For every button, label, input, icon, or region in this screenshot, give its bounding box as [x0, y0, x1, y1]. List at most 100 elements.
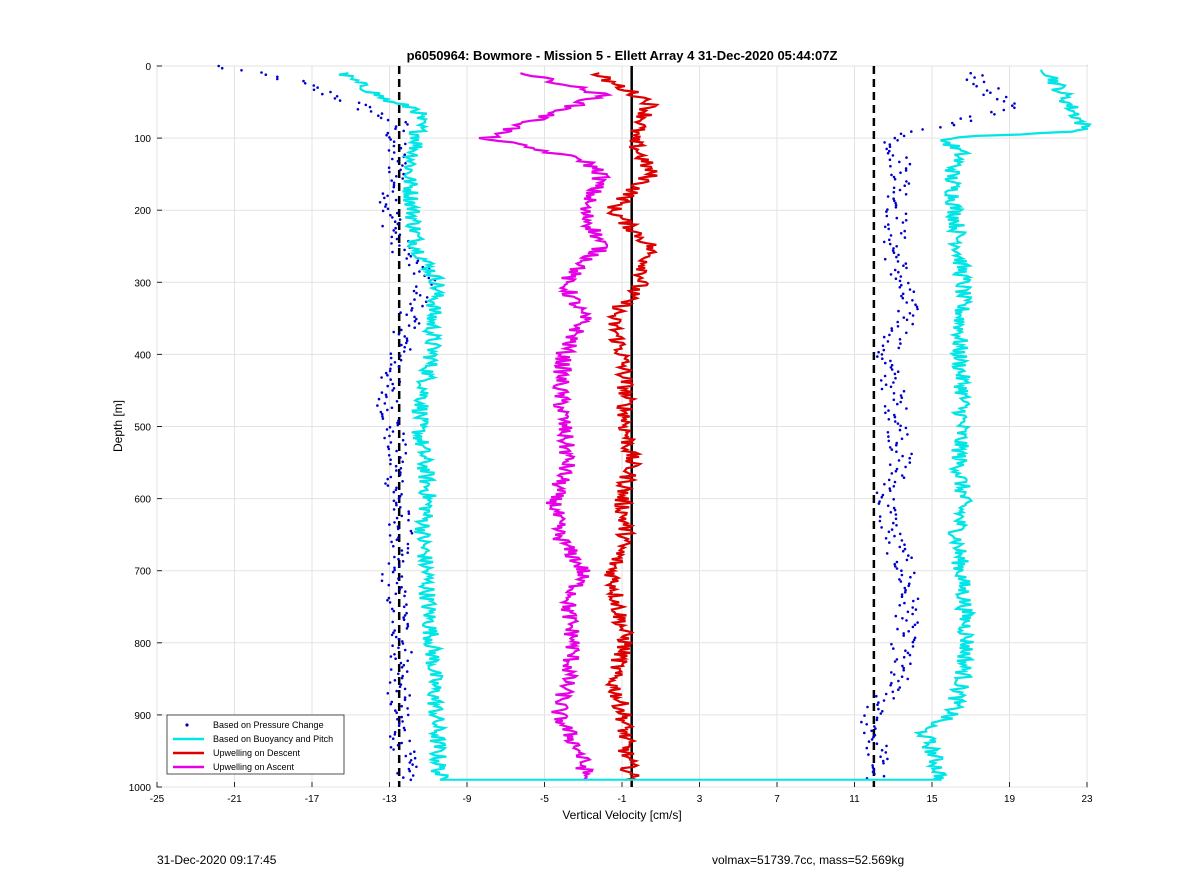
- data-point: [392, 544, 395, 548]
- data-point: [276, 75, 279, 79]
- data-point: [888, 333, 891, 337]
- data-point: [395, 538, 399, 541]
- data-point: [892, 186, 896, 190]
- data-point: [911, 606, 914, 609]
- data-point: [401, 674, 405, 678]
- data-point: [395, 237, 399, 241]
- data-point: [883, 257, 887, 261]
- data-point: [380, 391, 384, 394]
- data-point: [903, 229, 906, 233]
- legend-entry: Based on Pressure Change: [185, 720, 324, 730]
- data-point: [895, 255, 898, 259]
- data-point: [903, 543, 906, 546]
- data-point: [386, 484, 390, 487]
- data-point: [389, 367, 392, 371]
- data-point: [893, 480, 897, 484]
- data-point: [900, 595, 904, 598]
- data-point: [916, 621, 919, 624]
- data-point: [410, 650, 413, 654]
- data-point: [400, 741, 404, 745]
- data-point: [1013, 102, 1016, 105]
- data-point: [390, 179, 394, 182]
- data-point: [904, 426, 908, 430]
- data-point: [875, 742, 879, 745]
- data-point: [401, 480, 404, 483]
- data-point: [885, 744, 888, 748]
- data-point: [890, 173, 893, 177]
- data-point: [995, 97, 999, 101]
- data-point: [879, 712, 883, 715]
- data-point: [403, 614, 407, 617]
- data-point: [369, 110, 373, 113]
- footer-timestamp: 31-Dec-2020 09:17:45: [157, 853, 277, 867]
- data-point: [395, 689, 399, 693]
- data-point: [894, 513, 898, 516]
- data-point: [413, 298, 416, 301]
- data-point: [908, 461, 912, 464]
- data-point: [398, 233, 402, 236]
- x-tick-label: -13: [382, 794, 397, 805]
- data-point: [907, 584, 910, 588]
- data-point: [885, 147, 888, 151]
- data-point: [898, 604, 901, 607]
- data-point: [403, 648, 407, 652]
- data-point: [357, 101, 361, 105]
- data-point: [395, 486, 398, 490]
- data-point: [884, 692, 888, 696]
- data-point: [389, 356, 393, 360]
- data-point: [898, 545, 902, 549]
- data-point: [894, 201, 897, 205]
- data-point: [892, 498, 895, 501]
- data-point: [871, 770, 875, 774]
- data-point: [888, 158, 892, 161]
- data-point: [408, 769, 412, 773]
- data-point: [384, 482, 387, 485]
- x-tick-label: 19: [1004, 794, 1016, 805]
- data-point: [388, 681, 392, 684]
- data-point: [878, 519, 882, 523]
- data-point: [403, 153, 407, 156]
- data-point: [873, 733, 877, 737]
- data-point: [387, 166, 391, 169]
- data-point: [904, 262, 908, 265]
- data-point: [889, 234, 893, 237]
- data-point: [413, 750, 416, 753]
- data-point: [903, 586, 907, 590]
- data-point: [402, 726, 406, 730]
- data-point: [883, 225, 887, 229]
- data-point: [909, 575, 912, 579]
- data-point: [409, 302, 412, 306]
- data-point: [397, 332, 401, 336]
- data-point: [911, 625, 915, 629]
- data-point: [916, 307, 919, 311]
- x-tick-label: -5: [540, 794, 549, 805]
- data-point: [398, 473, 402, 477]
- data-point: [982, 80, 986, 84]
- data-point: [392, 508, 396, 511]
- data-point: [394, 709, 397, 712]
- data-point: [890, 472, 894, 475]
- data-point: [406, 707, 409, 710]
- data-point: [394, 125, 398, 128]
- data-point: [860, 720, 863, 724]
- data-point: [388, 601, 392, 604]
- data-point: [397, 557, 400, 561]
- data-point: [401, 640, 404, 643]
- data-point: [400, 676, 404, 680]
- data-point: [893, 199, 896, 203]
- data-point: [392, 387, 396, 390]
- y-tick-label: 500: [134, 423, 151, 434]
- data-point: [389, 668, 393, 671]
- data-point: [398, 685, 402, 689]
- data-point: [888, 463, 892, 467]
- data-point: [880, 748, 884, 752]
- data-point: [393, 629, 397, 632]
- data-point: [391, 216, 394, 219]
- data-point: [895, 560, 899, 564]
- data-point: [421, 304, 424, 308]
- data-point: [902, 668, 905, 672]
- data-point: [379, 116, 383, 120]
- data-point: [400, 328, 403, 332]
- data-point: [897, 459, 901, 462]
- data-point: [990, 110, 993, 114]
